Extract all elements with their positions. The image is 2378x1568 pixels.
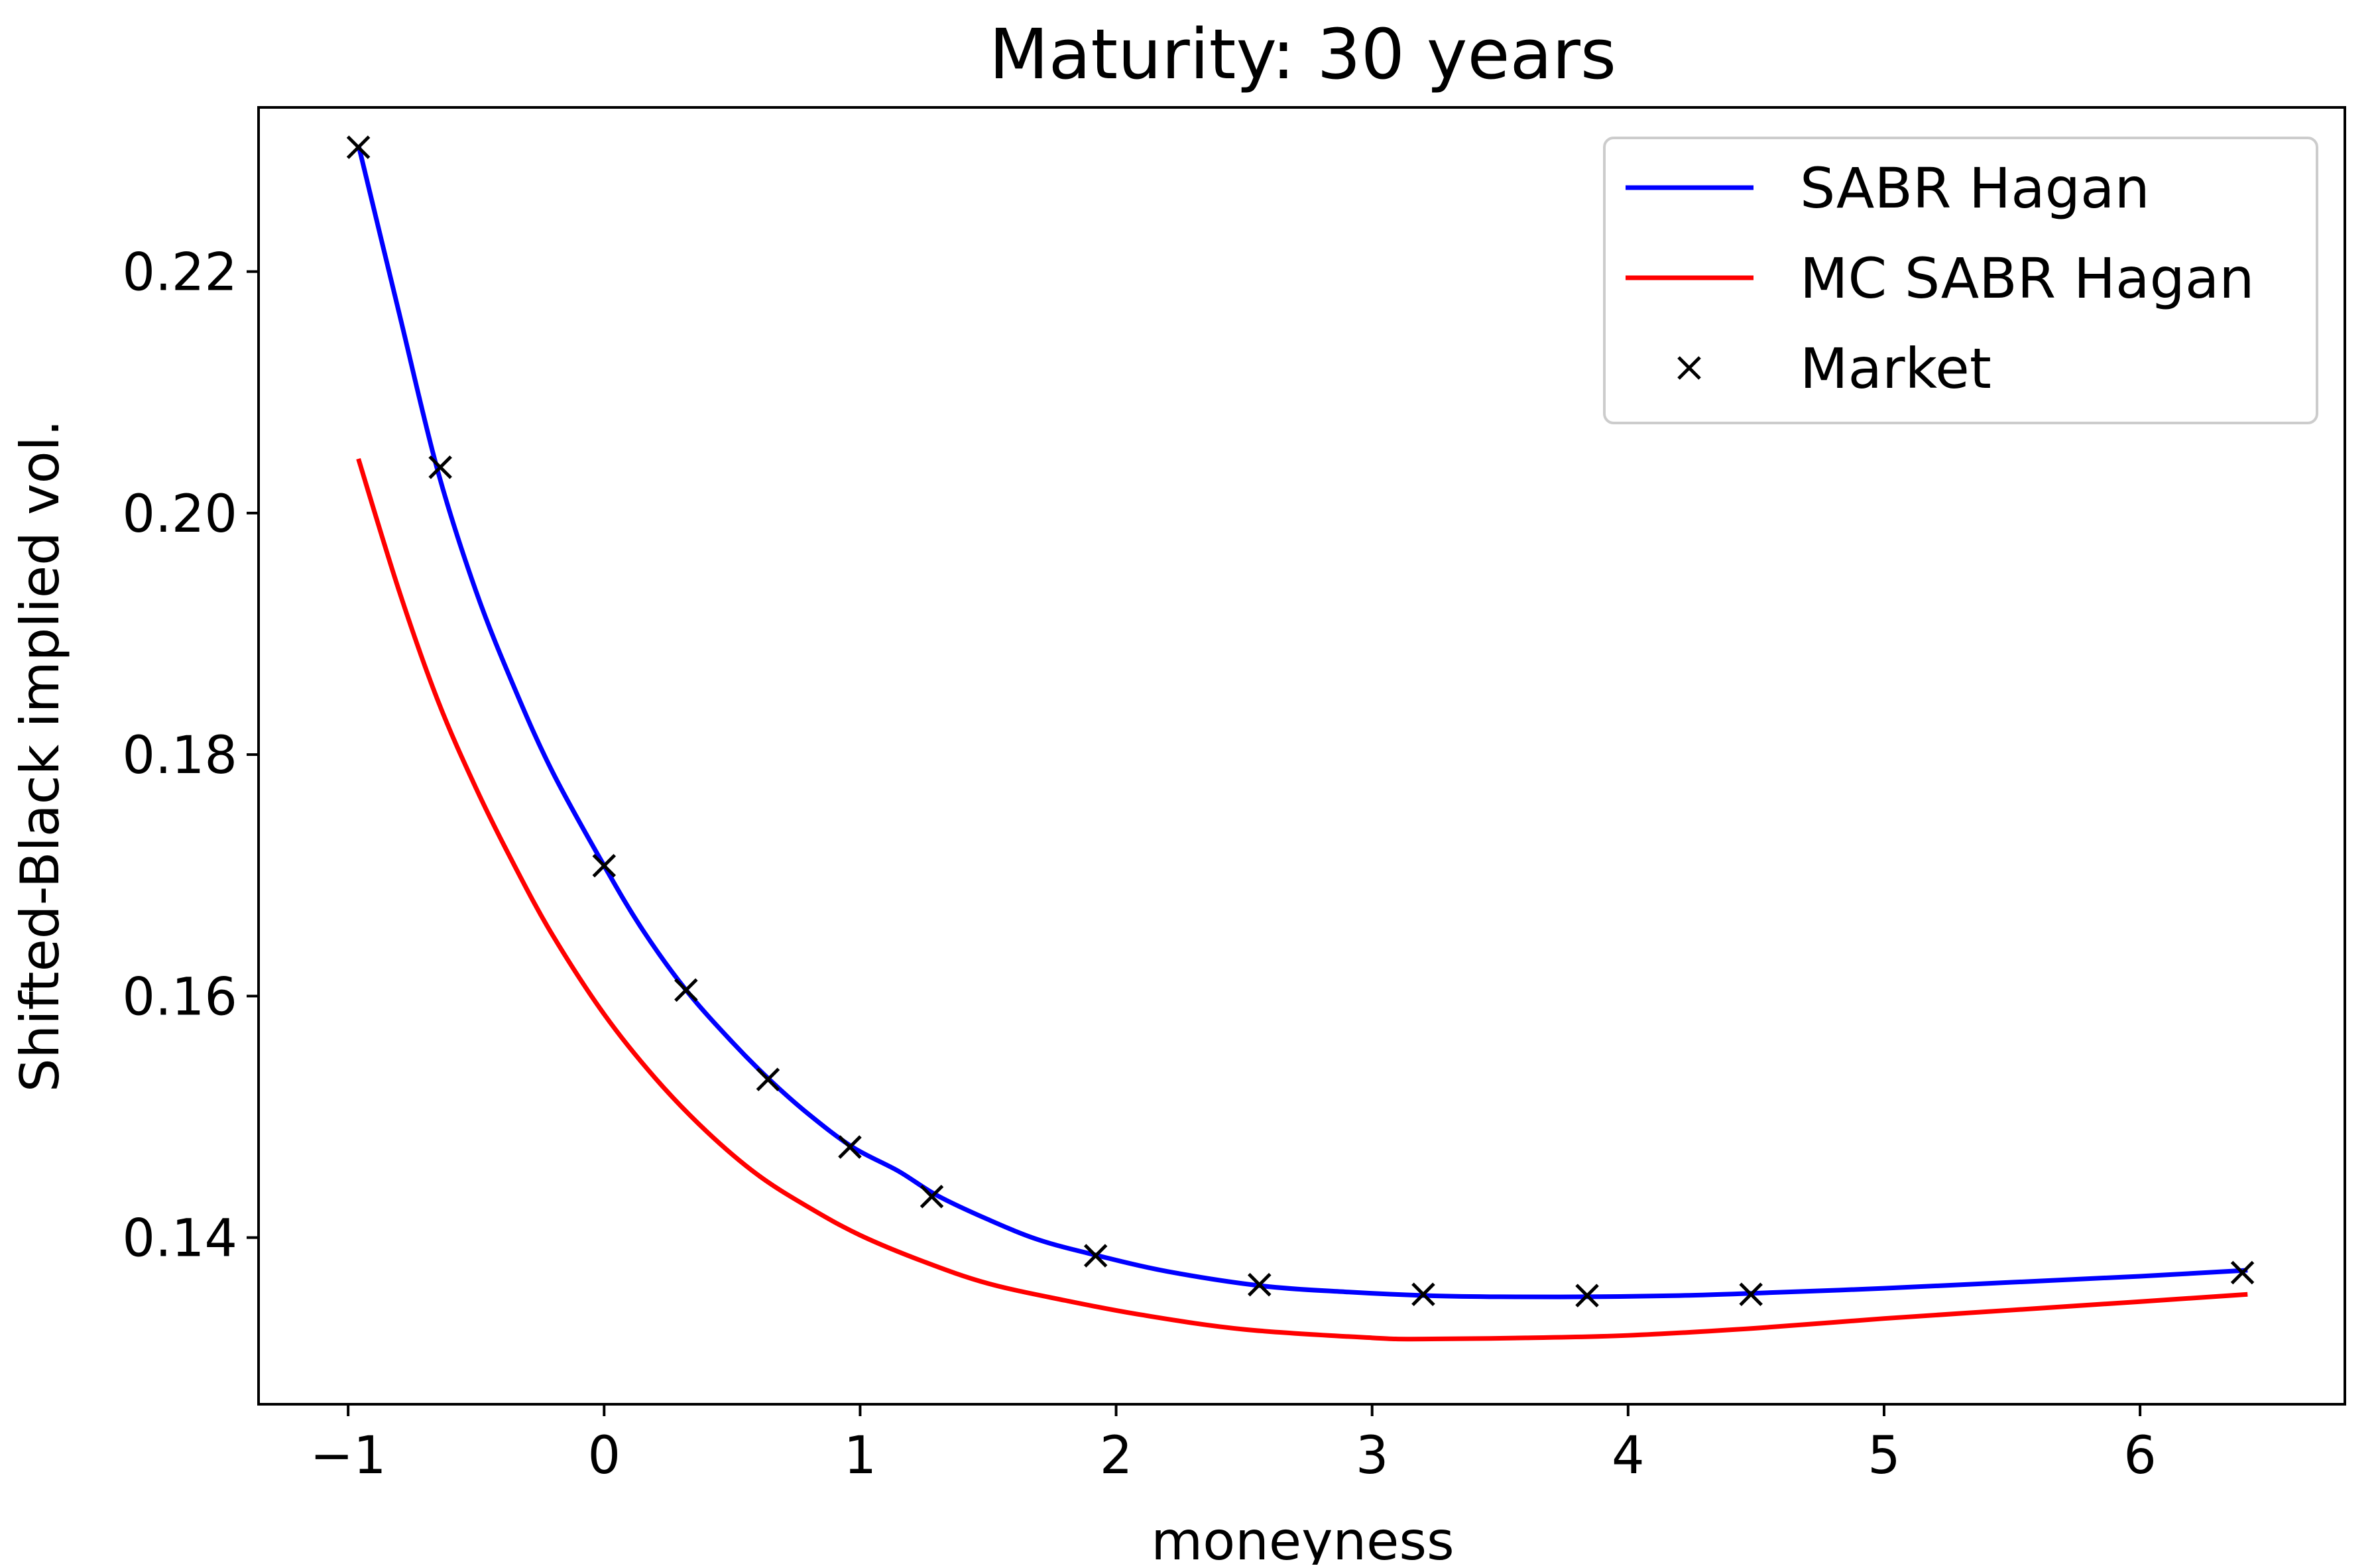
market-point xyxy=(428,455,452,479)
market-point xyxy=(2230,1260,2255,1285)
plot-area xyxy=(346,135,2255,1342)
y-tick-label: 0.16 xyxy=(122,967,237,1027)
market-point xyxy=(674,978,698,1002)
y-tick-label: 0.22 xyxy=(122,243,237,303)
x-tick-label: 6 xyxy=(2123,1426,2157,1486)
x-tick-label: 2 xyxy=(1100,1426,1133,1486)
y-tick-label: 0.14 xyxy=(122,1209,237,1269)
x-tick-label: −1 xyxy=(310,1426,386,1486)
market-point xyxy=(838,1135,862,1159)
market-point xyxy=(756,1067,780,1091)
legend: SABR Hagan MC SABR Hagan Market xyxy=(1603,137,2318,424)
market-point xyxy=(1575,1284,1599,1307)
market-point xyxy=(920,1184,944,1209)
market-point xyxy=(1739,1282,1763,1307)
market-point xyxy=(1083,1244,1108,1268)
legend-label-market: Market xyxy=(1800,336,1992,401)
x-tick-label: 1 xyxy=(844,1426,877,1486)
legend-swatch-market xyxy=(1677,356,1701,380)
series-line-sabr-hagan xyxy=(356,144,2248,1299)
series-markers-market xyxy=(346,135,2255,1307)
market-point xyxy=(346,135,371,159)
x-tick-label: 4 xyxy=(1612,1426,1645,1486)
data-layer xyxy=(356,144,2248,1342)
x-axis-label: moneyness xyxy=(1151,1510,1454,1565)
axes: −1 0 1 2 3 4 5 6 0.14 0.16 0.18 0.20 0.22 xyxy=(122,106,2346,1486)
y-tick-label: 0.20 xyxy=(122,485,237,544)
y-tick-label: 0.18 xyxy=(122,726,237,786)
market-point xyxy=(1248,1272,1272,1297)
legend-label-mc-sabr-hagan: MC SABR Hagan xyxy=(1800,246,2255,311)
x-tick-label: 5 xyxy=(1868,1426,1901,1486)
x-tick-label: 0 xyxy=(587,1426,621,1486)
x-tick-label: 3 xyxy=(1356,1426,1389,1486)
y-axis-label: Shifted-Black implied vol. xyxy=(9,420,71,1093)
market-point xyxy=(592,853,617,878)
chart-title: Maturity: 30 years xyxy=(989,14,1616,95)
legend-label-sabr-hagan: SABR Hagan xyxy=(1800,156,2150,221)
series-line-mc-sabr-hagan xyxy=(356,457,2248,1342)
market-point xyxy=(1411,1282,1435,1307)
legend-box xyxy=(1603,137,2318,424)
